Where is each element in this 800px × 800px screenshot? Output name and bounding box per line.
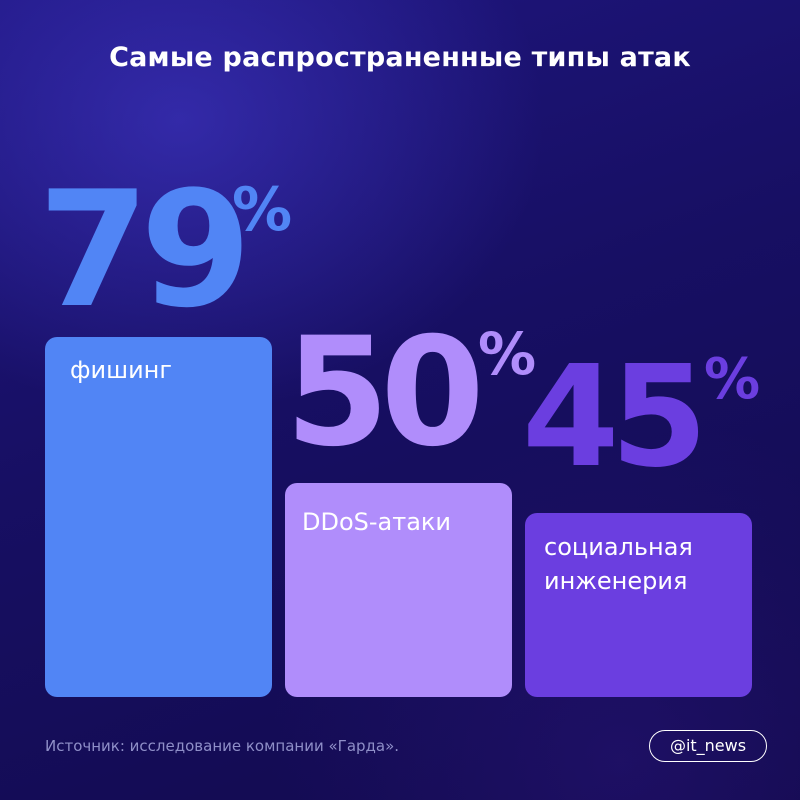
channel-handle-badge: @it_news xyxy=(649,730,767,762)
value-label-social-engineering: 45 xyxy=(522,336,708,499)
bar-label-social-engineering: социальная инженерия xyxy=(544,533,693,595)
bar-label-phishing: фишинг xyxy=(70,356,172,384)
value-label-phishing: 79 xyxy=(38,156,252,343)
bar-ddos xyxy=(285,483,512,697)
page-title: Самые распространенные типы атак xyxy=(109,42,691,73)
value-label-ddos: 50 xyxy=(285,306,485,480)
bar-social-engineering xyxy=(525,513,752,697)
percent-sign-social-engineering: % xyxy=(704,347,761,412)
percent-sign-ddos: % xyxy=(478,320,537,388)
percent-sign-phishing: % xyxy=(232,175,293,245)
source-note: Источник: исследование компании «Гарда». xyxy=(45,737,400,755)
bar-label-ddos: DDoS-атаки xyxy=(302,508,452,536)
bar-phishing xyxy=(45,337,272,697)
